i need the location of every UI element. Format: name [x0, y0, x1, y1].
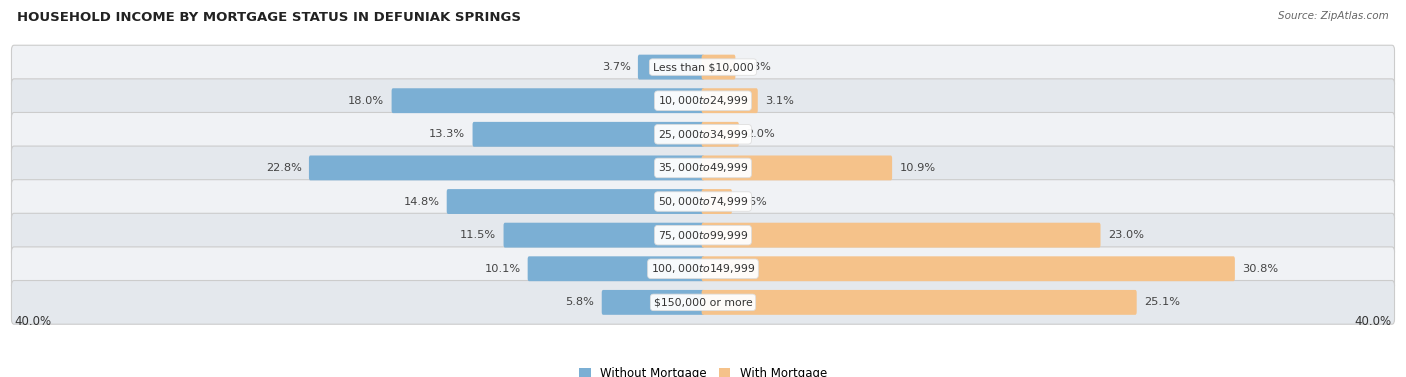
Text: 11.5%: 11.5%: [460, 230, 496, 240]
Text: 5.8%: 5.8%: [565, 297, 595, 307]
Text: 22.8%: 22.8%: [266, 163, 302, 173]
FancyBboxPatch shape: [11, 146, 1395, 190]
Text: $25,000 to $34,999: $25,000 to $34,999: [658, 128, 748, 141]
FancyBboxPatch shape: [11, 45, 1395, 89]
FancyBboxPatch shape: [309, 155, 704, 180]
Text: Less than $10,000: Less than $10,000: [652, 62, 754, 72]
Text: HOUSEHOLD INCOME BY MORTGAGE STATUS IN DEFUNIAK SPRINGS: HOUSEHOLD INCOME BY MORTGAGE STATUS IN D…: [17, 11, 520, 24]
FancyBboxPatch shape: [472, 122, 704, 147]
FancyBboxPatch shape: [11, 112, 1395, 156]
Text: $150,000 or more: $150,000 or more: [654, 297, 752, 307]
FancyBboxPatch shape: [392, 88, 704, 113]
Text: 1.6%: 1.6%: [740, 196, 768, 207]
Text: $35,000 to $49,999: $35,000 to $49,999: [658, 161, 748, 175]
FancyBboxPatch shape: [11, 79, 1395, 123]
FancyBboxPatch shape: [503, 223, 704, 248]
Text: $10,000 to $24,999: $10,000 to $24,999: [658, 94, 748, 107]
FancyBboxPatch shape: [527, 256, 704, 281]
Text: 1.8%: 1.8%: [742, 62, 772, 72]
Text: 18.0%: 18.0%: [349, 96, 384, 106]
FancyBboxPatch shape: [11, 213, 1395, 257]
FancyBboxPatch shape: [702, 122, 738, 147]
Text: 40.0%: 40.0%: [1355, 316, 1392, 328]
FancyBboxPatch shape: [702, 155, 893, 180]
Legend: Without Mortgage, With Mortgage: Without Mortgage, With Mortgage: [579, 367, 827, 377]
Text: 40.0%: 40.0%: [14, 316, 51, 328]
FancyBboxPatch shape: [11, 247, 1395, 291]
Text: Source: ZipAtlas.com: Source: ZipAtlas.com: [1278, 11, 1389, 21]
Text: 10.9%: 10.9%: [900, 163, 935, 173]
Text: 3.7%: 3.7%: [602, 62, 631, 72]
Text: $50,000 to $74,999: $50,000 to $74,999: [658, 195, 748, 208]
Text: 25.1%: 25.1%: [1144, 297, 1180, 307]
FancyBboxPatch shape: [638, 55, 704, 80]
FancyBboxPatch shape: [702, 189, 733, 214]
Text: 14.8%: 14.8%: [404, 196, 440, 207]
FancyBboxPatch shape: [447, 189, 704, 214]
FancyBboxPatch shape: [702, 223, 1101, 248]
Text: $100,000 to $149,999: $100,000 to $149,999: [651, 262, 755, 275]
FancyBboxPatch shape: [11, 280, 1395, 324]
Text: 23.0%: 23.0%: [1108, 230, 1143, 240]
Text: 10.1%: 10.1%: [484, 264, 520, 274]
FancyBboxPatch shape: [11, 180, 1395, 224]
FancyBboxPatch shape: [702, 55, 735, 80]
FancyBboxPatch shape: [702, 88, 758, 113]
Text: 2.0%: 2.0%: [747, 129, 775, 139]
Text: 30.8%: 30.8%: [1241, 264, 1278, 274]
Text: 13.3%: 13.3%: [429, 129, 465, 139]
FancyBboxPatch shape: [602, 290, 704, 315]
Text: 3.1%: 3.1%: [765, 96, 794, 106]
Text: $75,000 to $99,999: $75,000 to $99,999: [658, 228, 748, 242]
FancyBboxPatch shape: [702, 290, 1136, 315]
FancyBboxPatch shape: [702, 256, 1234, 281]
